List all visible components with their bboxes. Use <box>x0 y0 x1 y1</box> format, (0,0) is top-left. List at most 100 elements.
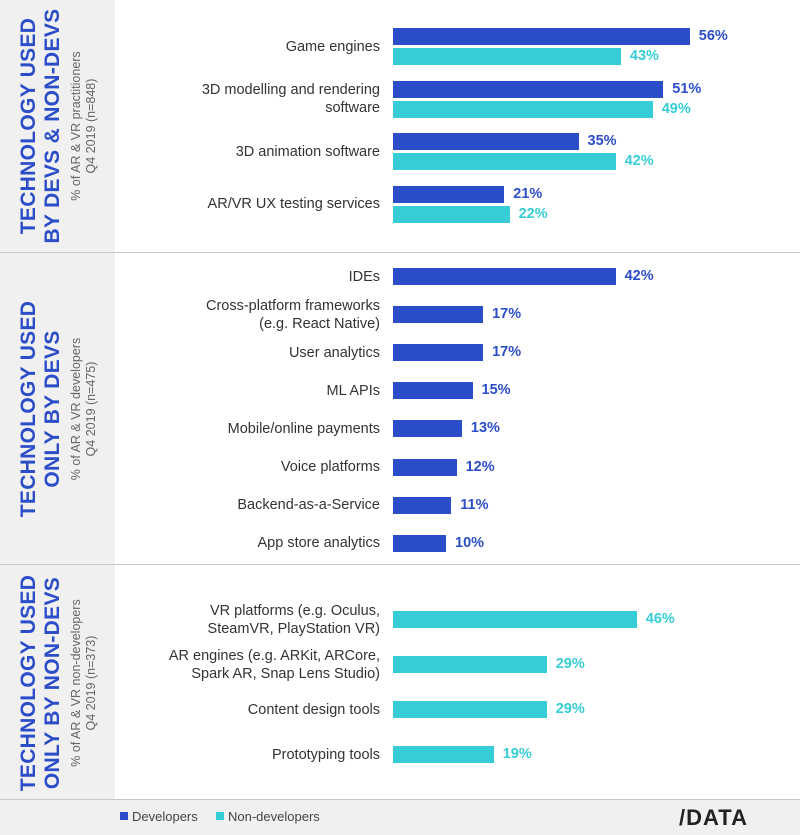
data-label: 49% <box>661 100 691 117</box>
legend-swatch-developers <box>120 812 128 820</box>
category-label-line: ML APIs <box>326 382 380 399</box>
category-label: AR engines (e.g. ARKit, ARCore, Spark AR,… <box>169 647 380 683</box>
legend: Developers Non-developers /DATA <box>0 800 800 835</box>
bar-developers <box>393 185 505 203</box>
data-label: 17% <box>492 344 522 361</box>
data-label: 56% <box>698 28 728 44</box>
panel-2-sidebar <box>0 253 115 564</box>
panel-3-title-line2: ONLY BY NON-DEVS <box>40 576 64 789</box>
bar-developers <box>393 382 473 400</box>
panel-2-heading: TECHNOLOGY USED ONLY BY DEVS % of AR & VR … <box>17 300 99 516</box>
panel-3-heading: TECHNOLOGY USED ONLY BY NON-DEVS % of AR &… <box>17 574 99 790</box>
category-label: Game engines <box>286 38 380 56</box>
panel-3-sidebar <box>0 565 115 800</box>
panel-2-subtitle-line1: % of AR & VR developers <box>68 337 83 480</box>
bar-developers <box>393 28 690 45</box>
panel-1-heading-area: TECHNOLOGY USED BY DEVS & NON-DEVS % of AR… <box>0 0 115 252</box>
panel-divider <box>0 564 800 565</box>
data-label: 22% <box>518 205 548 222</box>
category-label-line: IDEs <box>348 268 380 285</box>
data-label: 42% <box>624 153 654 169</box>
panel-1-sidebar <box>0 0 115 252</box>
category-label: 3D animation software <box>236 143 380 161</box>
bar-developers <box>393 306 484 324</box>
legend-item-non-developers: Non-developers <box>216 809 320 825</box>
category-label: 3D modelling and rendering software <box>202 81 380 117</box>
panel-3-subtitle-line2: Q4 2019 (n=373) <box>83 635 98 730</box>
category-label-line: Backend-as-a-Service <box>237 497 380 514</box>
bar-non-developers <box>393 100 653 118</box>
bar-developers <box>393 496 452 514</box>
category-label-line: 3D animation software <box>235 143 380 160</box>
category-label-line: Game engines <box>285 38 380 55</box>
category-label-line: Spark AR, Snap Lens Studio) <box>191 665 380 682</box>
data-label: 42% <box>624 268 654 284</box>
panel-2-title-line2: ONLY BY DEVS <box>40 329 64 488</box>
data-logo: /DATA <box>679 805 748 830</box>
bar-developers <box>393 133 579 150</box>
category-label-line: AR engines (e.g. ARKit, ARCore, <box>168 647 380 664</box>
category-label: Cross-platform frameworks (e.g. React Nat… <box>206 297 380 333</box>
legend-item-developers: Developers <box>120 809 198 825</box>
data-label: 29% <box>555 656 585 672</box>
category-label-line: User analytics <box>288 344 380 361</box>
bar-non-developers <box>393 701 547 718</box>
category-label: App store analytics <box>257 534 380 552</box>
bar-developers <box>393 268 616 285</box>
bar-developers <box>393 344 484 362</box>
panel-2-title-line1: TECHNOLOGY USED <box>16 300 40 517</box>
bar-non-developers <box>393 656 547 673</box>
category-label-line: Cross-platform frameworks <box>205 297 380 314</box>
data-label: 11% <box>460 496 489 513</box>
category-label-line: AR/VR UX testing services <box>207 196 380 212</box>
panel-3-subtitle-line1: % of AR & VR non-developers <box>68 598 83 767</box>
panel-divider <box>0 252 800 253</box>
category-label: Mobile/online payments <box>228 420 380 438</box>
bar-non-developers <box>393 205 510 223</box>
panel-2-subtitle-line2: Q4 2019 (n=475) <box>83 361 98 456</box>
data-label: 29% <box>555 701 585 717</box>
data-label: 15% <box>481 382 511 399</box>
category-label: Content design tools <box>248 701 380 719</box>
data-label: 17% <box>492 306 522 323</box>
bar-developers <box>393 534 446 552</box>
category-label: Prototyping tools <box>272 746 380 764</box>
category-label-line: Prototyping tools <box>271 746 380 763</box>
data-label: 51% <box>672 80 702 97</box>
legend-label-developers: Developers <box>132 809 198 824</box>
data-label: 10% <box>455 534 485 551</box>
data-label: 35% <box>587 133 617 149</box>
category-label-line: Content design tools <box>247 701 380 718</box>
data-label: 21% <box>513 185 543 202</box>
panel-1-subtitle-line1: % of AR & VR practitioners <box>68 51 83 201</box>
panel-1-heading: TECHNOLOGY USED BY DEVS & NON-DEVS % of AR… <box>17 9 99 244</box>
category-label: Voice platforms <box>281 458 380 476</box>
panel-1-subtitle-line2: Q4 2019 (n=848) <box>83 78 98 174</box>
bar-non-developers <box>393 746 494 763</box>
legend-label-non-developers: Non-developers <box>228 809 320 824</box>
category-label: ML APIs <box>327 382 380 400</box>
category-label-line: 3D modelling and rendering <box>201 82 380 98</box>
bar-non-developers <box>393 153 616 170</box>
data-label: 43% <box>629 48 659 64</box>
data-label: 46% <box>645 611 675 627</box>
category-label: AR/VR UX testing services <box>208 195 380 213</box>
bar-developers <box>393 80 664 98</box>
category-label: IDEs <box>349 268 380 286</box>
bar-non-developers <box>393 48 621 65</box>
panel-1-title-line1: TECHNOLOGY USED <box>16 17 40 235</box>
category-label-line: software <box>325 100 380 116</box>
category-label: VR platforms (e.g. Oculus, SteamVR, PlayS… <box>208 602 380 638</box>
data-label: 19% <box>502 746 532 762</box>
category-label-line: Voice platforms <box>280 459 380 475</box>
category-label: User analytics <box>289 344 380 362</box>
category-label-line: (e.g. React Native) <box>259 315 380 332</box>
bar-non-developers <box>393 611 637 628</box>
panel-2-heading-area: TECHNOLOGY USED ONLY BY DEVS % of AR & VR … <box>0 253 115 564</box>
legend-swatch-non-developers <box>216 812 224 820</box>
panel-3-title-line1: TECHNOLOGY USED <box>16 574 40 791</box>
panel-3-heading-area: TECHNOLOGY USED ONLY BY NON-DEVS % of AR &… <box>0 565 115 800</box>
data-label: 12% <box>465 458 495 475</box>
panel-divider <box>0 799 800 800</box>
